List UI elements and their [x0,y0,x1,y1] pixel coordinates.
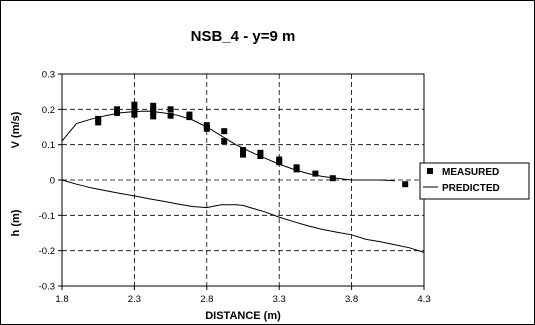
y-tick-label: 0.1 [42,140,55,151]
predicted-line-velocity [61,110,396,182]
measured-point [240,147,246,153]
tick-labels: 0.3 0.2 0.1 0 -0.1 -0.2 -0.31.8 2.3 2.8 3.3 3.8 4.3 [39,70,431,306]
series-layer [61,101,425,253]
predicted-line-depth [61,179,425,253]
x-axis-label: DISTANCE (m) [205,310,281,322]
x-tick-label: 2.3 [128,294,141,305]
measured-point [131,107,138,114]
y-tick-label: 0 [50,176,55,187]
measured-point [293,164,300,171]
measured-point [329,175,336,182]
measured-point [402,181,409,188]
y-axis-label-upper: V (m/s) [10,111,22,148]
measured-point [114,109,120,116]
x-tick-label: 4.3 [417,294,430,305]
measured-point [95,115,102,122]
measured-point [150,113,157,120]
legend-label-predicted: PREDICTED [442,183,500,194]
legend-marker-measured [427,168,433,174]
legend-label-measured: MEASURED [442,167,499,178]
x-tick-label: 3.3 [273,294,286,305]
measured-point [203,125,210,132]
measured-point [257,149,264,156]
measured-point [221,138,228,145]
measured-point [221,128,228,135]
legend: MEASURED PREDICTED [419,162,530,200]
chart-title: NSB_4 - y=9 m [191,28,296,45]
measured-point [186,111,193,118]
legend-box [419,162,530,200]
measured-point [150,102,157,109]
measured-point [276,156,283,163]
measured-point [131,101,138,108]
x-tick-label: 3.8 [345,294,358,305]
y-axis-label-lower: h (m) [10,209,22,236]
measured-point [240,151,246,158]
measured-point [150,106,157,113]
measured-point [95,119,102,126]
x-tick-label: 1.8 [55,294,68,305]
measured-point [312,170,319,177]
x-tick-label: 2.8 [200,294,213,305]
measured-point [167,106,174,113]
y-tick-label: -0.3 [39,282,55,293]
y-tick-label: 0.2 [42,105,55,116]
measured-point [167,112,174,119]
measured-point [131,111,138,118]
measured-point [203,122,210,129]
y-tick-label: -0.1 [39,211,55,222]
y-tick-label: 0.3 [42,70,55,81]
y-tick-label: -0.2 [39,246,55,257]
measured-point [114,106,120,113]
